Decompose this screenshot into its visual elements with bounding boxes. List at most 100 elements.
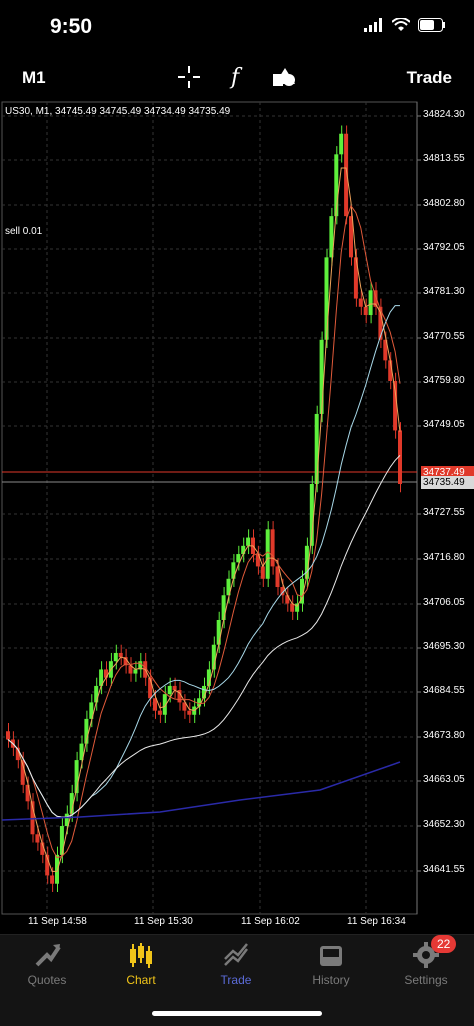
moving-average-line xyxy=(1,761,401,821)
candle-body xyxy=(55,854,59,884)
y-tick: 34781.30 xyxy=(423,286,465,297)
candle-body xyxy=(236,554,241,563)
candle-body xyxy=(69,793,74,814)
tab-history[interactable]: History xyxy=(284,935,378,995)
tab-label: Settings xyxy=(404,973,448,987)
candle-body xyxy=(128,665,133,674)
order-label: sell 0.01 xyxy=(5,226,43,237)
candle-body xyxy=(231,562,236,579)
y-tick: 34802.80 xyxy=(423,198,465,209)
candle-body xyxy=(221,595,226,620)
y-tick: 34652.30 xyxy=(423,819,465,830)
candle-body xyxy=(182,702,187,711)
tab-settings[interactable]: 22 Settings xyxy=(379,935,473,995)
moving-average-line xyxy=(7,305,400,818)
candle-body xyxy=(157,710,162,715)
tab-chart[interactable]: Chart xyxy=(94,935,188,995)
candle-body xyxy=(304,545,309,579)
x-tick: 11 Sep 15:30 xyxy=(134,916,193,927)
candle-body xyxy=(226,578,231,596)
candle-body xyxy=(334,154,339,217)
tab-quotes[interactable]: Quotes xyxy=(0,935,94,995)
chart-toolbar: M1 f Trade xyxy=(0,56,474,98)
candle-body xyxy=(40,842,45,855)
y-tick: 34749.05 xyxy=(423,419,465,430)
x-tick: 11 Sep 16:02 xyxy=(241,916,300,927)
quotes-icon xyxy=(35,944,61,967)
candle-body xyxy=(363,306,368,316)
candle-body xyxy=(64,813,69,827)
candle-body xyxy=(15,747,20,761)
candle-body xyxy=(275,566,280,588)
y-tick: 34813.55 xyxy=(423,153,465,164)
candle-body xyxy=(255,554,260,567)
battery-icon xyxy=(418,18,445,32)
candle-body xyxy=(79,743,84,761)
candle-body xyxy=(280,587,285,596)
trade-button[interactable]: Trade xyxy=(406,68,452,87)
y-tick: 34684.55 xyxy=(423,685,465,696)
candle-body xyxy=(373,290,378,307)
y-tick: 34770.55 xyxy=(423,331,465,342)
chart-canvas[interactable] xyxy=(0,100,474,934)
candle-body xyxy=(74,760,79,794)
y-tick: 34641.55 xyxy=(423,864,465,875)
bid-price-tag: 34735.49 xyxy=(421,476,474,489)
candle-body xyxy=(295,603,300,612)
candle-body xyxy=(197,698,202,707)
candle-body xyxy=(285,595,290,604)
candle-body xyxy=(319,339,324,414)
objects-icon[interactable] xyxy=(271,64,297,90)
candle-body xyxy=(339,133,344,155)
candle-body xyxy=(133,669,138,674)
status-icons xyxy=(364,18,446,32)
candle-body xyxy=(84,718,89,744)
crosshair-icon[interactable] xyxy=(176,64,202,90)
timeframe-button[interactable]: M1 xyxy=(22,68,46,87)
candle-body xyxy=(99,669,104,686)
y-tick: 34792.05 xyxy=(423,242,465,253)
candle-body xyxy=(153,698,157,711)
y-tick: 34824.30 xyxy=(423,109,465,120)
history-icon xyxy=(320,946,342,966)
y-tick: 34663.05 xyxy=(423,774,465,785)
candle-body xyxy=(123,657,128,666)
candle-body xyxy=(148,677,153,699)
candle-body xyxy=(368,290,373,316)
candle-body xyxy=(138,661,143,670)
y-tick: 34759.80 xyxy=(423,375,465,386)
home-indicator xyxy=(152,1011,322,1016)
y-tick: 34727.55 xyxy=(423,507,465,518)
price-chart[interactable]: US30, M1, 34745.49 34745.49 34734.49 347… xyxy=(0,100,474,934)
candle-body xyxy=(378,306,383,340)
candle-body xyxy=(314,413,319,484)
candle-body xyxy=(50,875,55,884)
candle-body xyxy=(265,529,270,579)
candle-body xyxy=(349,216,353,258)
x-tick: 11 Sep 16:34 xyxy=(347,916,406,927)
candle-body xyxy=(167,685,172,695)
moving-average-line xyxy=(7,167,401,872)
candle-body xyxy=(216,619,221,645)
candle-body xyxy=(309,483,314,546)
y-tick: 34706.05 xyxy=(423,597,465,608)
tab-bar: Quotes Chart Trade History 22 Settings xyxy=(0,934,474,1026)
function-icon[interactable]: f xyxy=(225,64,251,90)
candle-body xyxy=(398,430,402,484)
trade-icon xyxy=(224,943,248,966)
settings-icon xyxy=(413,942,439,968)
candle-body xyxy=(324,257,329,340)
wifi-icon xyxy=(392,18,410,31)
tab-label: Chart xyxy=(126,973,156,987)
candle-body xyxy=(211,644,216,670)
x-tick: 11 Sep 14:58 xyxy=(28,916,87,927)
y-tick: 34695.30 xyxy=(423,641,465,652)
candle-body xyxy=(353,257,358,299)
candle-body xyxy=(300,578,304,604)
moving-average-line xyxy=(7,204,401,859)
candle-body xyxy=(383,339,388,361)
candle-body xyxy=(6,731,10,740)
candle-body xyxy=(94,685,99,703)
candle-body xyxy=(388,360,393,381)
tab-trade[interactable]: Trade xyxy=(189,935,283,995)
